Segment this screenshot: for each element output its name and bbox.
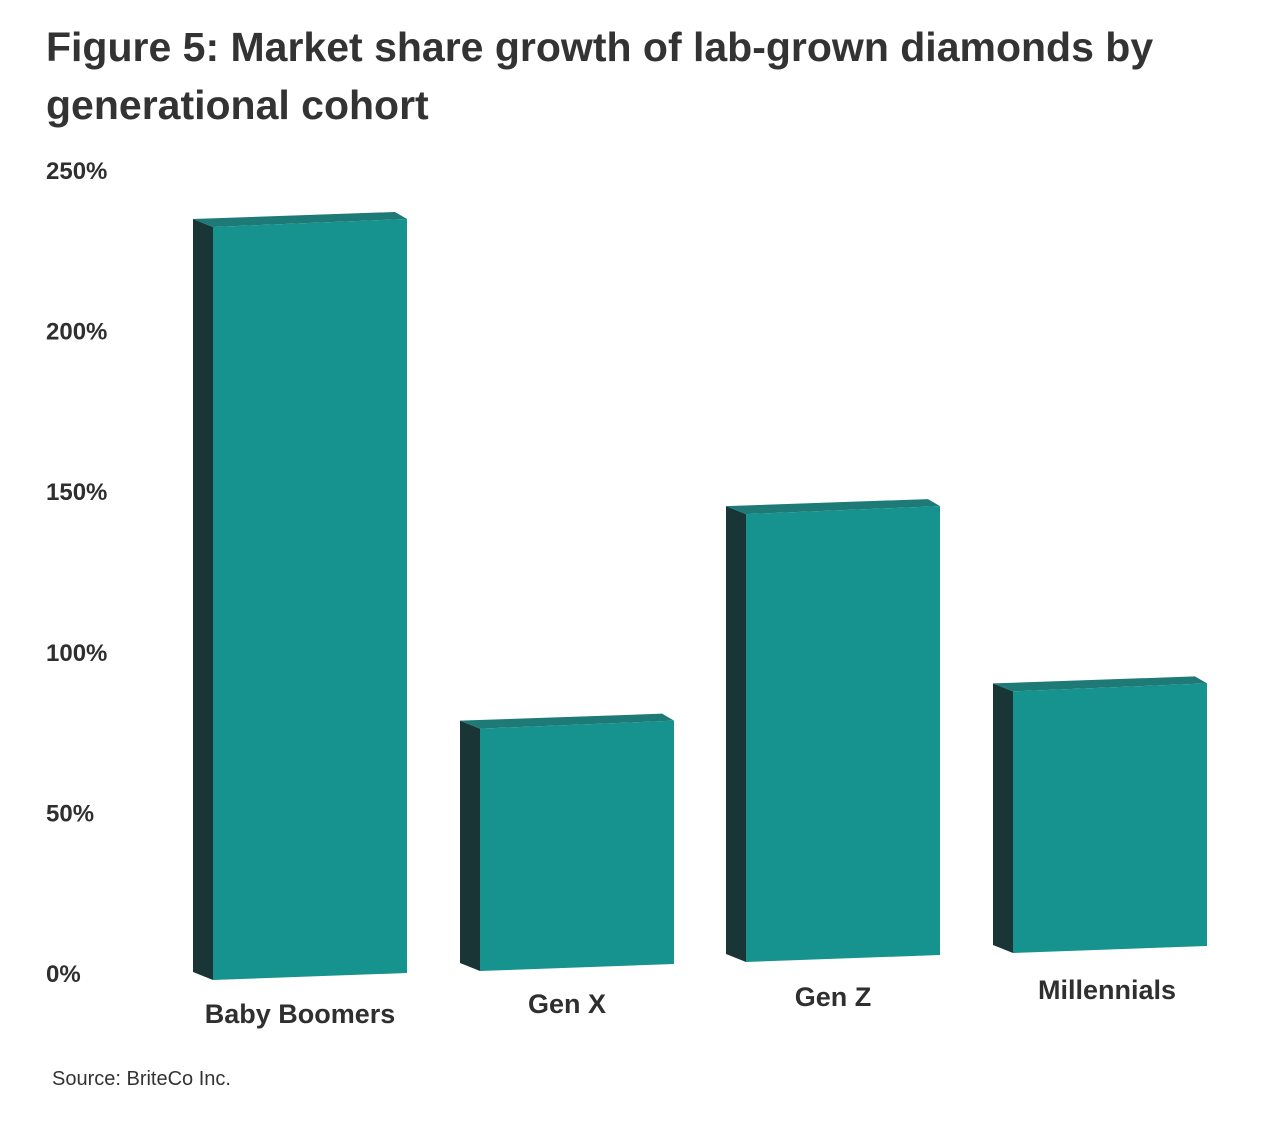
- bar: [193, 211, 407, 980]
- y-tick-label: 100%: [46, 640, 107, 667]
- bar-side-face: [193, 218, 213, 980]
- bar-front-face: [213, 218, 407, 980]
- x-category-label: Gen Z: [795, 982, 872, 1012]
- bar-side-face: [993, 683, 1013, 953]
- bar: [726, 499, 940, 962]
- x-category-label: Baby Boomers: [205, 999, 396, 1029]
- bar-top-face: [726, 499, 940, 515]
- x-axis-labels: Baby Boomers Gen X Gen Z Millennials: [205, 975, 1176, 1029]
- bar-front-face: [480, 720, 674, 971]
- y-tick-label: 200%: [46, 319, 107, 346]
- bars: [193, 211, 1207, 980]
- bar-front-face: [746, 506, 940, 962]
- source-note: Source: BriteCo Inc.: [52, 1068, 231, 1090]
- y-tick-label: 0%: [46, 961, 81, 988]
- y-tick-label: 150%: [46, 479, 107, 506]
- chart-title: Figure 5: Market share growth of lab-gro…: [46, 24, 1154, 128]
- y-tick-label: 50%: [46, 800, 94, 827]
- y-axis: 0% 50% 100% 150% 200% 250%: [46, 158, 107, 988]
- bar-side-face: [726, 506, 746, 962]
- bar-top-face: [193, 211, 407, 227]
- bar-front-face: [1013, 683, 1207, 953]
- bar-side-face: [460, 720, 480, 971]
- y-tick-label: 250%: [46, 158, 107, 185]
- x-category-label: Gen X: [528, 989, 606, 1019]
- bar: [993, 676, 1207, 953]
- bar: [460, 713, 674, 971]
- bar-top-face: [993, 676, 1207, 692]
- x-category-label: Millennials: [1038, 975, 1176, 1005]
- bar-top-face: [460, 713, 674, 729]
